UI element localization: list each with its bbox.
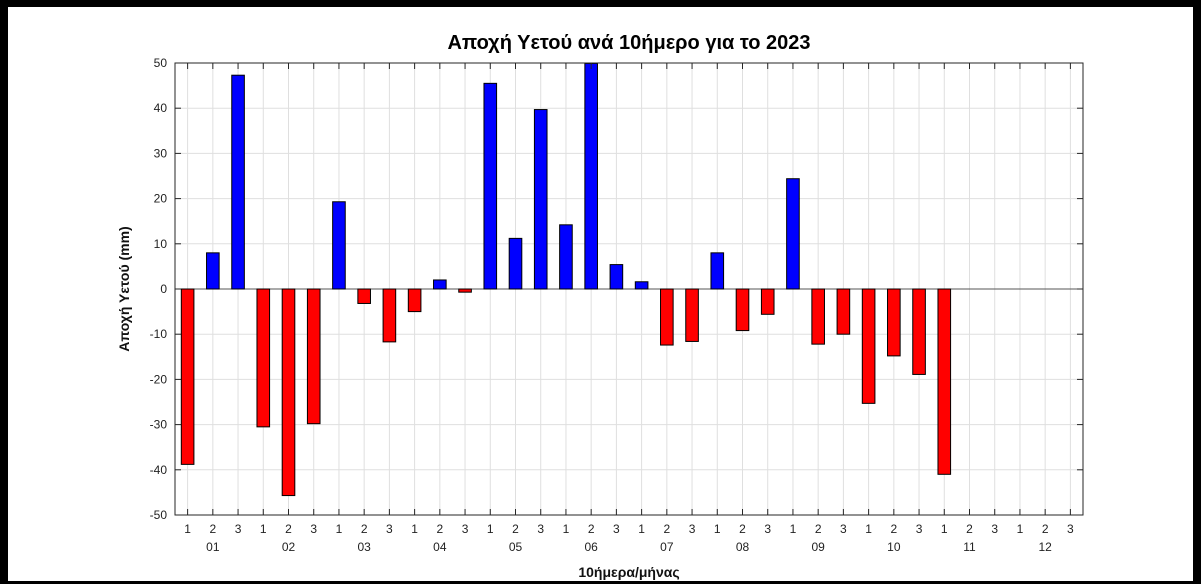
bar xyxy=(609,264,624,290)
bar xyxy=(937,288,952,475)
bar xyxy=(559,224,573,290)
x-tick-label-dekad: 3 xyxy=(235,522,242,536)
bars xyxy=(180,62,952,497)
bar xyxy=(760,288,775,315)
x-tick-label-dekad: 1 xyxy=(411,522,418,536)
bar xyxy=(660,288,674,346)
bar xyxy=(332,201,346,290)
x-tick-label-dekad: 3 xyxy=(386,522,393,536)
x-tick-label-dekad: 3 xyxy=(613,522,620,536)
y-axis: -50 -40 -30 -20 -10 0 10 20 30 40 50 xyxy=(150,56,1083,522)
x-tick-label-dekad: 3 xyxy=(1067,522,1074,536)
x-tick-label-month: 08 xyxy=(736,540,750,554)
x-tick-label-month: 03 xyxy=(357,540,371,554)
x-tick-label-month: 06 xyxy=(584,540,598,554)
x-tick-label-dekad: 1 xyxy=(184,522,191,536)
bar xyxy=(458,288,472,293)
y-tick-label: 40 xyxy=(154,101,168,115)
y-tick-label: 20 xyxy=(154,192,168,206)
x-tick-label-month: 04 xyxy=(433,540,447,554)
y-tick-label: 50 xyxy=(154,56,168,70)
bar xyxy=(433,279,447,290)
x-tick-label-dekad: 3 xyxy=(537,522,544,536)
x-tick-label-dekad: 2 xyxy=(1042,522,1049,536)
x-tick-label-dekad: 2 xyxy=(663,522,670,536)
chart-title: Αποχή Υετού ανά 10ήμερο για το 2023 xyxy=(447,32,810,54)
bar xyxy=(206,252,220,290)
x-tick-label-dekad: 3 xyxy=(689,522,696,536)
y-tick-label: 0 xyxy=(160,282,167,296)
y-tick-label: 10 xyxy=(154,237,168,251)
x-tick-label-month: 12 xyxy=(1038,540,1052,554)
bar xyxy=(887,288,901,357)
bar xyxy=(483,82,498,290)
x-tick-label-dekad: 2 xyxy=(512,522,519,536)
x-tick-label-dekad: 3 xyxy=(462,522,469,536)
bar xyxy=(508,237,523,290)
y-tick-label: -40 xyxy=(150,463,168,477)
x-tick-label-dekad: 1 xyxy=(1017,522,1024,536)
x-tick-label-dekad: 2 xyxy=(436,522,443,536)
x-tick-label-dekad: 3 xyxy=(764,522,771,536)
bar xyxy=(357,288,371,304)
x-tick-label-dekad: 2 xyxy=(890,522,897,536)
bar xyxy=(836,288,851,335)
x-tick-label-dekad: 1 xyxy=(790,522,797,536)
x-tick-label-dekad: 3 xyxy=(310,522,317,536)
x-tick-label-month: 10 xyxy=(887,540,901,554)
bar xyxy=(533,109,548,290)
x-tick-label-month: 11 xyxy=(963,540,976,554)
x-tick-label-dekad: 1 xyxy=(865,522,872,536)
x-tick-label-month: 01 xyxy=(206,540,220,554)
bar xyxy=(710,252,725,290)
x-tick-label-month: 05 xyxy=(509,540,523,554)
x-tick-label-month: 09 xyxy=(811,540,825,554)
x-tick-label-dekad: 1 xyxy=(563,522,570,536)
x-tick-label-month: 07 xyxy=(660,540,674,554)
x-tick-label-dekad: 1 xyxy=(714,522,721,536)
x-tick-label-dekad: 1 xyxy=(336,522,343,536)
bar xyxy=(786,178,800,290)
x-tick-label-dekad: 2 xyxy=(815,522,822,536)
bar xyxy=(584,62,598,290)
y-tick-label: -10 xyxy=(150,327,168,341)
x-tick-label-dekad: 2 xyxy=(588,522,595,536)
y-tick-label: -50 xyxy=(150,508,168,522)
bar xyxy=(811,288,825,345)
x-tick-label-dekad: 2 xyxy=(209,522,216,536)
bar xyxy=(231,74,245,290)
x-tick-label-month: 02 xyxy=(282,540,296,554)
bar xyxy=(382,288,397,343)
y-axis-label: Αποχή Υετού (mm) xyxy=(116,226,132,351)
x-tick-label-dekad: 3 xyxy=(840,522,847,536)
bar xyxy=(861,288,876,404)
x-axis-label: 10ήμερα/μήνας xyxy=(578,564,679,580)
bar xyxy=(281,288,296,497)
x-tick-label-dekad: 2 xyxy=(361,522,368,536)
bar xyxy=(634,281,649,290)
bar xyxy=(256,288,271,428)
x-tick-label-dekad: 3 xyxy=(916,522,923,536)
x-tick-label-dekad: 1 xyxy=(260,522,267,536)
x-tick-label-dekad: 1 xyxy=(638,522,645,536)
x-tick-label-dekad: 2 xyxy=(739,522,746,536)
bar xyxy=(735,288,750,332)
bar xyxy=(180,288,195,465)
y-tick-label: -30 xyxy=(150,418,168,432)
bar xyxy=(912,288,926,375)
bar xyxy=(407,288,422,313)
x-axis: 1 2 3 1 2 3 1 2 3 1 2 3 1 2 3 1 2 3 1 2 3 1 2 3 1 2 3 1 2 3 1 2 3 1 2 301 02… xyxy=(184,63,1074,554)
x-tick-label-dekad: 2 xyxy=(285,522,292,536)
bar xyxy=(685,288,699,342)
x-tick-label-dekad: 1 xyxy=(941,522,948,536)
x-tick-label-dekad: 2 xyxy=(966,522,973,536)
y-tick-label: -20 xyxy=(150,372,168,386)
bar xyxy=(306,288,321,425)
x-tick-label-dekad: 1 xyxy=(487,522,494,536)
x-tick-label-dekad: 3 xyxy=(991,522,998,536)
y-tick-label: 30 xyxy=(154,146,168,160)
